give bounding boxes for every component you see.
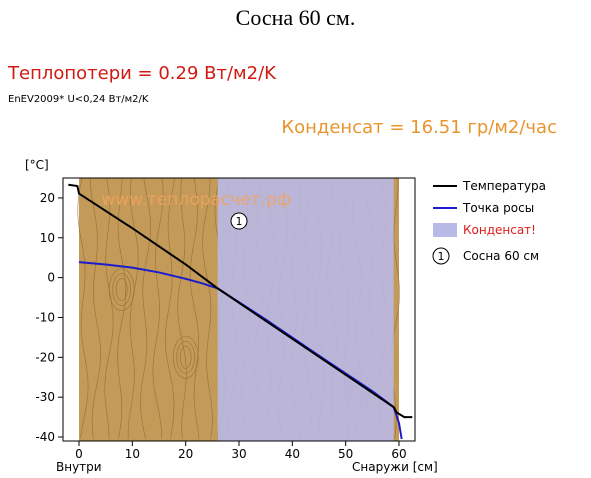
wood-grain-line: [77, 178, 89, 440]
y-tick-label: -20: [35, 350, 55, 364]
wood-grain-line: [117, 178, 126, 440]
x-tick-label: 30: [231, 447, 246, 461]
layer-marker-number: 1: [236, 215, 243, 228]
x-axis-label-outside: Снаружи [см]: [352, 460, 438, 474]
wood-knot-ring: [172, 335, 199, 379]
x-axis-label-inside: Внутри: [56, 460, 102, 474]
watermark-text: www.теплорасчет.рф: [101, 190, 291, 210]
x-tick-label: 60: [391, 447, 406, 461]
y-tick-label: -10: [35, 310, 55, 324]
y-axis: 20 10 0 -10 -20 -30 -40: [35, 191, 63, 444]
wood-grain-line: [202, 178, 213, 440]
legend-swatch-patch: [433, 223, 457, 237]
legend-layer-marker-number: 1: [438, 250, 445, 263]
wood-grain-line: [189, 178, 200, 440]
wood-grain-line: [390, 178, 400, 440]
x-tick-label: 0: [75, 447, 83, 461]
page-title: Сосна 60 см.: [235, 5, 356, 30]
wood-knot-ring: [112, 273, 132, 306]
wood-grain-line: [164, 178, 175, 440]
x-tick-label: 10: [125, 447, 140, 461]
series-group: [68, 183, 413, 440]
wood-knot-ring: [108, 268, 135, 311]
y-tick-label: 20: [40, 191, 55, 205]
y-axis-label: [°C]: [25, 158, 49, 172]
legend-item-label: Конденсат!: [463, 223, 536, 237]
layer-markers: 1: [230, 212, 248, 230]
legend-item-label: Температура: [462, 179, 546, 193]
y-tick-label: 0: [47, 271, 55, 285]
heat-loss-value: Теплопотери = 0.29 Вт/м2/K: [8, 63, 276, 84]
wood-grain-line: [127, 178, 139, 439]
layer-marker-circle: [230, 212, 248, 230]
wood-knot-ring: [179, 345, 192, 369]
legend-layer-label: Сосна 60 см: [463, 249, 539, 263]
condensate-rate-value: Конденсат = 16.51 гр/м2/час: [281, 117, 557, 138]
y-tick-label: -30: [35, 390, 55, 404]
wood-grain-line: [140, 178, 151, 440]
wood-grain-line: [89, 178, 101, 440]
wood-grain-line: [152, 178, 164, 440]
x-tick-label: 20: [178, 447, 193, 461]
x-tick-label: 50: [338, 447, 353, 461]
y-tick-label: 10: [40, 231, 55, 245]
x-tick-label: 40: [285, 447, 300, 461]
legend-item-label: Точка росы: [462, 201, 534, 215]
x-axis: 0 10 20 30 40 50 60: [75, 441, 407, 461]
wood-knot-ring: [115, 278, 128, 301]
wood-grain-line: [177, 178, 187, 440]
standard-note: EnEV2009* U<0,24 Вт/м2/K: [8, 94, 149, 105]
temperature-line: [68, 183, 413, 419]
legend-layer-marker-circle: [432, 247, 450, 265]
wood-knot-ring: [176, 340, 196, 374]
legend: Температура Точка росы Конденсат! 1 Сосна 60…: [432, 179, 546, 265]
y-tick-label: -40: [35, 430, 55, 444]
plot-area: [68, 178, 413, 441]
